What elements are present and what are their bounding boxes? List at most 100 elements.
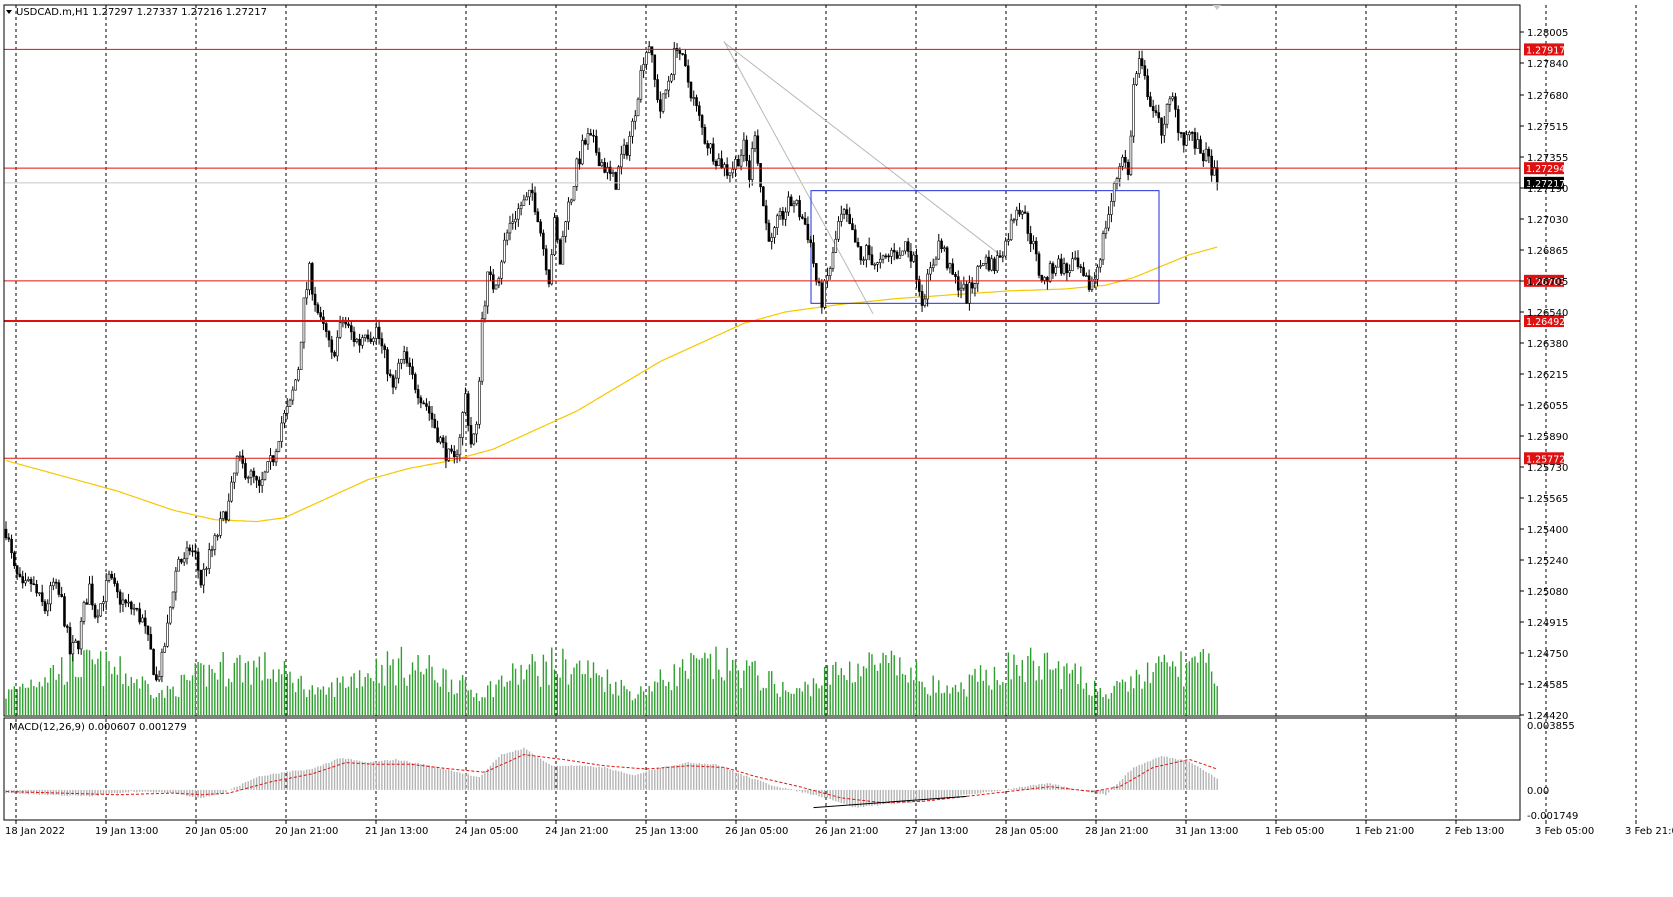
- candle-body: [88, 583, 91, 605]
- candle-body: [789, 196, 793, 207]
- candle-body: [1079, 266, 1083, 268]
- candle-body: [606, 166, 609, 173]
- candle-body: [881, 255, 885, 260]
- candle-body: [280, 422, 283, 442]
- candle-body: [781, 210, 785, 220]
- candle-body: [1199, 139, 1202, 154]
- candle-body: [411, 366, 414, 375]
- candle-body: [113, 577, 116, 584]
- candle-body: [773, 227, 776, 238]
- candle-body: [1146, 75, 1149, 98]
- candle-body: [792, 203, 796, 207]
- candle-body: [1034, 240, 1038, 255]
- candle-body: [249, 470, 253, 478]
- candle-body: [194, 550, 197, 553]
- candle-body: [224, 511, 228, 521]
- candle-body: [731, 168, 735, 174]
- level-tag-label: 1.27294: [1526, 164, 1565, 175]
- candle-body: [806, 223, 810, 241]
- candle-body: [569, 199, 573, 203]
- candle-body: [155, 674, 158, 681]
- candle-body: [110, 573, 114, 579]
- candle-body: [377, 326, 381, 340]
- candle-body: [1087, 275, 1091, 290]
- candle-body: [784, 211, 787, 220]
- candle-body: [1057, 258, 1060, 268]
- candle-body: [814, 263, 818, 282]
- candle-body: [302, 297, 306, 343]
- candle-body: [349, 325, 353, 333]
- candle-body: [1179, 132, 1183, 134]
- candle-body: [447, 448, 451, 461]
- candle-body: [472, 433, 476, 445]
- candle-body: [388, 373, 392, 377]
- candle-body: [1004, 240, 1007, 257]
- level-tag-label: 1.27917: [1526, 45, 1565, 56]
- candle-body: [221, 511, 225, 519]
- candle-body: [628, 135, 632, 156]
- current-price-label: 1.27217: [1526, 179, 1565, 190]
- candle-body: [1046, 277, 1049, 282]
- candle-body: [1021, 211, 1024, 215]
- candle-body: [355, 338, 359, 343]
- candle-body: [168, 606, 172, 624]
- candle-body: [163, 645, 167, 653]
- candle-body: [762, 186, 765, 207]
- candle-body: [614, 172, 618, 190]
- candle-body: [7, 537, 11, 540]
- candle-body: [859, 246, 863, 261]
- level-tag: [1524, 43, 1564, 56]
- candle-body: [397, 362, 400, 379]
- candle-body: [1154, 110, 1158, 113]
- candle-body: [478, 380, 481, 425]
- candle-body: [1051, 263, 1055, 274]
- candle-body: [363, 334, 367, 338]
- candle-body: [386, 349, 389, 375]
- candle-body: [898, 254, 902, 259]
- level-tag-label: 1.26492: [1526, 317, 1565, 328]
- symbol-line: USDCAD.m,H1 1.27297 1.27337 1.27216 1.27…: [16, 7, 267, 18]
- candle-body: [469, 425, 473, 445]
- price-tick-label: 1.26865: [1527, 246, 1568, 257]
- candle-body: [525, 196, 528, 201]
- shift-marker-icon[interactable]: [1213, 5, 1221, 10]
- candle-body: [1207, 148, 1211, 157]
- candle-body: [1168, 98, 1172, 105]
- level-tag: [1524, 274, 1564, 287]
- candle-body: [767, 222, 771, 242]
- candle-body: [826, 275, 829, 282]
- candle-body: [288, 399, 292, 407]
- candle-body: [196, 551, 200, 571]
- price-tick-label: 1.26055: [1527, 401, 1568, 412]
- candle-body: [213, 535, 217, 550]
- macd-divergence-line[interactable]: [813, 795, 967, 809]
- candle-body: [124, 599, 128, 604]
- time-tick-label: 27 Jan 13:00: [905, 826, 968, 837]
- candle-body: [1090, 280, 1094, 290]
- candle-body: [1157, 112, 1161, 119]
- candle-body: [845, 209, 849, 215]
- candle-body: [394, 377, 398, 388]
- candle-body: [274, 451, 278, 463]
- candle-body: [904, 241, 907, 252]
- trendline-lower[interactable]: [723, 40, 874, 315]
- dropdown-triangle-icon[interactable]: [6, 10, 12, 14]
- candle-body: [1121, 156, 1124, 167]
- candle-body: [698, 105, 701, 116]
- candle-body: [96, 615, 100, 618]
- price-tick-label: 1.25400: [1527, 525, 1568, 536]
- candle-body: [956, 276, 960, 291]
- candle-body: [491, 274, 495, 290]
- trendline[interactable]: [723, 40, 1001, 315]
- candle-body: [589, 133, 593, 136]
- trendline-upper[interactable]: [723, 41, 1001, 256]
- horizontal-levels[interactable]: 1.27917 1.27294 1.26703 1.26492 1.25772 1.272…: [4, 43, 1565, 465]
- candle-body: [40, 592, 44, 602]
- candle-body: [1076, 257, 1080, 267]
- candle-body: [450, 448, 453, 452]
- candle-body: [49, 585, 52, 605]
- candle-body: [316, 304, 320, 313]
- candle-body: [430, 412, 434, 420]
- candle-body: [717, 158, 721, 167]
